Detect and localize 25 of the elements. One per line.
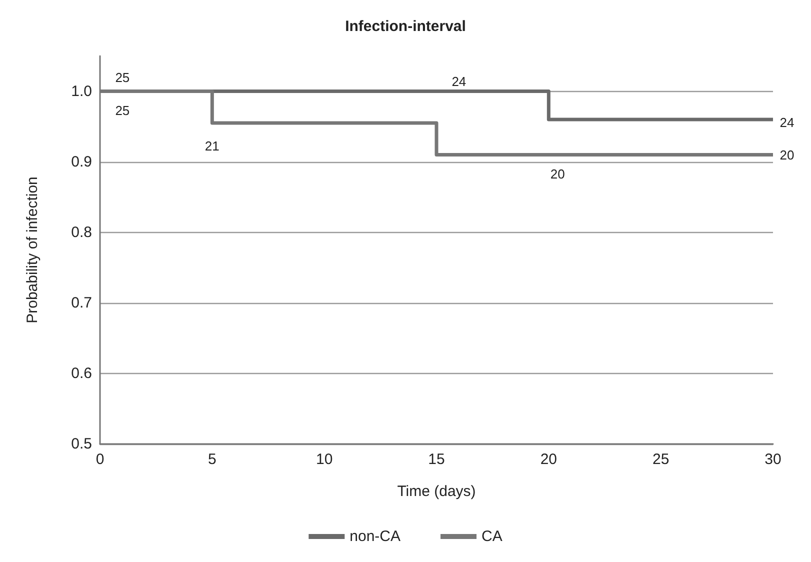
x-tick-label: 25 xyxy=(652,451,670,468)
x-tick-label: 15 xyxy=(428,451,445,468)
x-axis-title: Time (days) xyxy=(397,483,476,500)
y-tick-label: 0.6 xyxy=(71,364,92,382)
y-axis-title: Probability of infection xyxy=(24,176,41,324)
y-tick-label: 0.5 xyxy=(71,436,92,452)
annotation: 20 xyxy=(550,166,565,182)
chart-title: Infection-interval xyxy=(345,18,466,35)
x-tick-label: 30 xyxy=(764,451,782,468)
annotation: 25 xyxy=(115,102,130,118)
x-tick-label: 0 xyxy=(96,451,104,468)
annotation: 21 xyxy=(204,138,220,154)
y-tick-label: 1.0 xyxy=(71,82,92,100)
legend-label: CA xyxy=(482,528,502,545)
y-tick-label: 0.7 xyxy=(71,294,92,312)
annotation: 25 xyxy=(115,70,130,85)
y-tick-label: 0.8 xyxy=(71,224,92,241)
x-tick-label: 5 xyxy=(208,451,216,468)
annotation: 24 xyxy=(452,74,466,89)
y-tick-label: 0.9 xyxy=(71,153,92,170)
annotation: 24 xyxy=(780,114,794,130)
annotation: 20 xyxy=(780,147,794,162)
x-tick-label: 10 xyxy=(316,451,333,468)
x-tick-label: 20 xyxy=(540,451,558,468)
legend-label: non-CA xyxy=(350,528,401,545)
